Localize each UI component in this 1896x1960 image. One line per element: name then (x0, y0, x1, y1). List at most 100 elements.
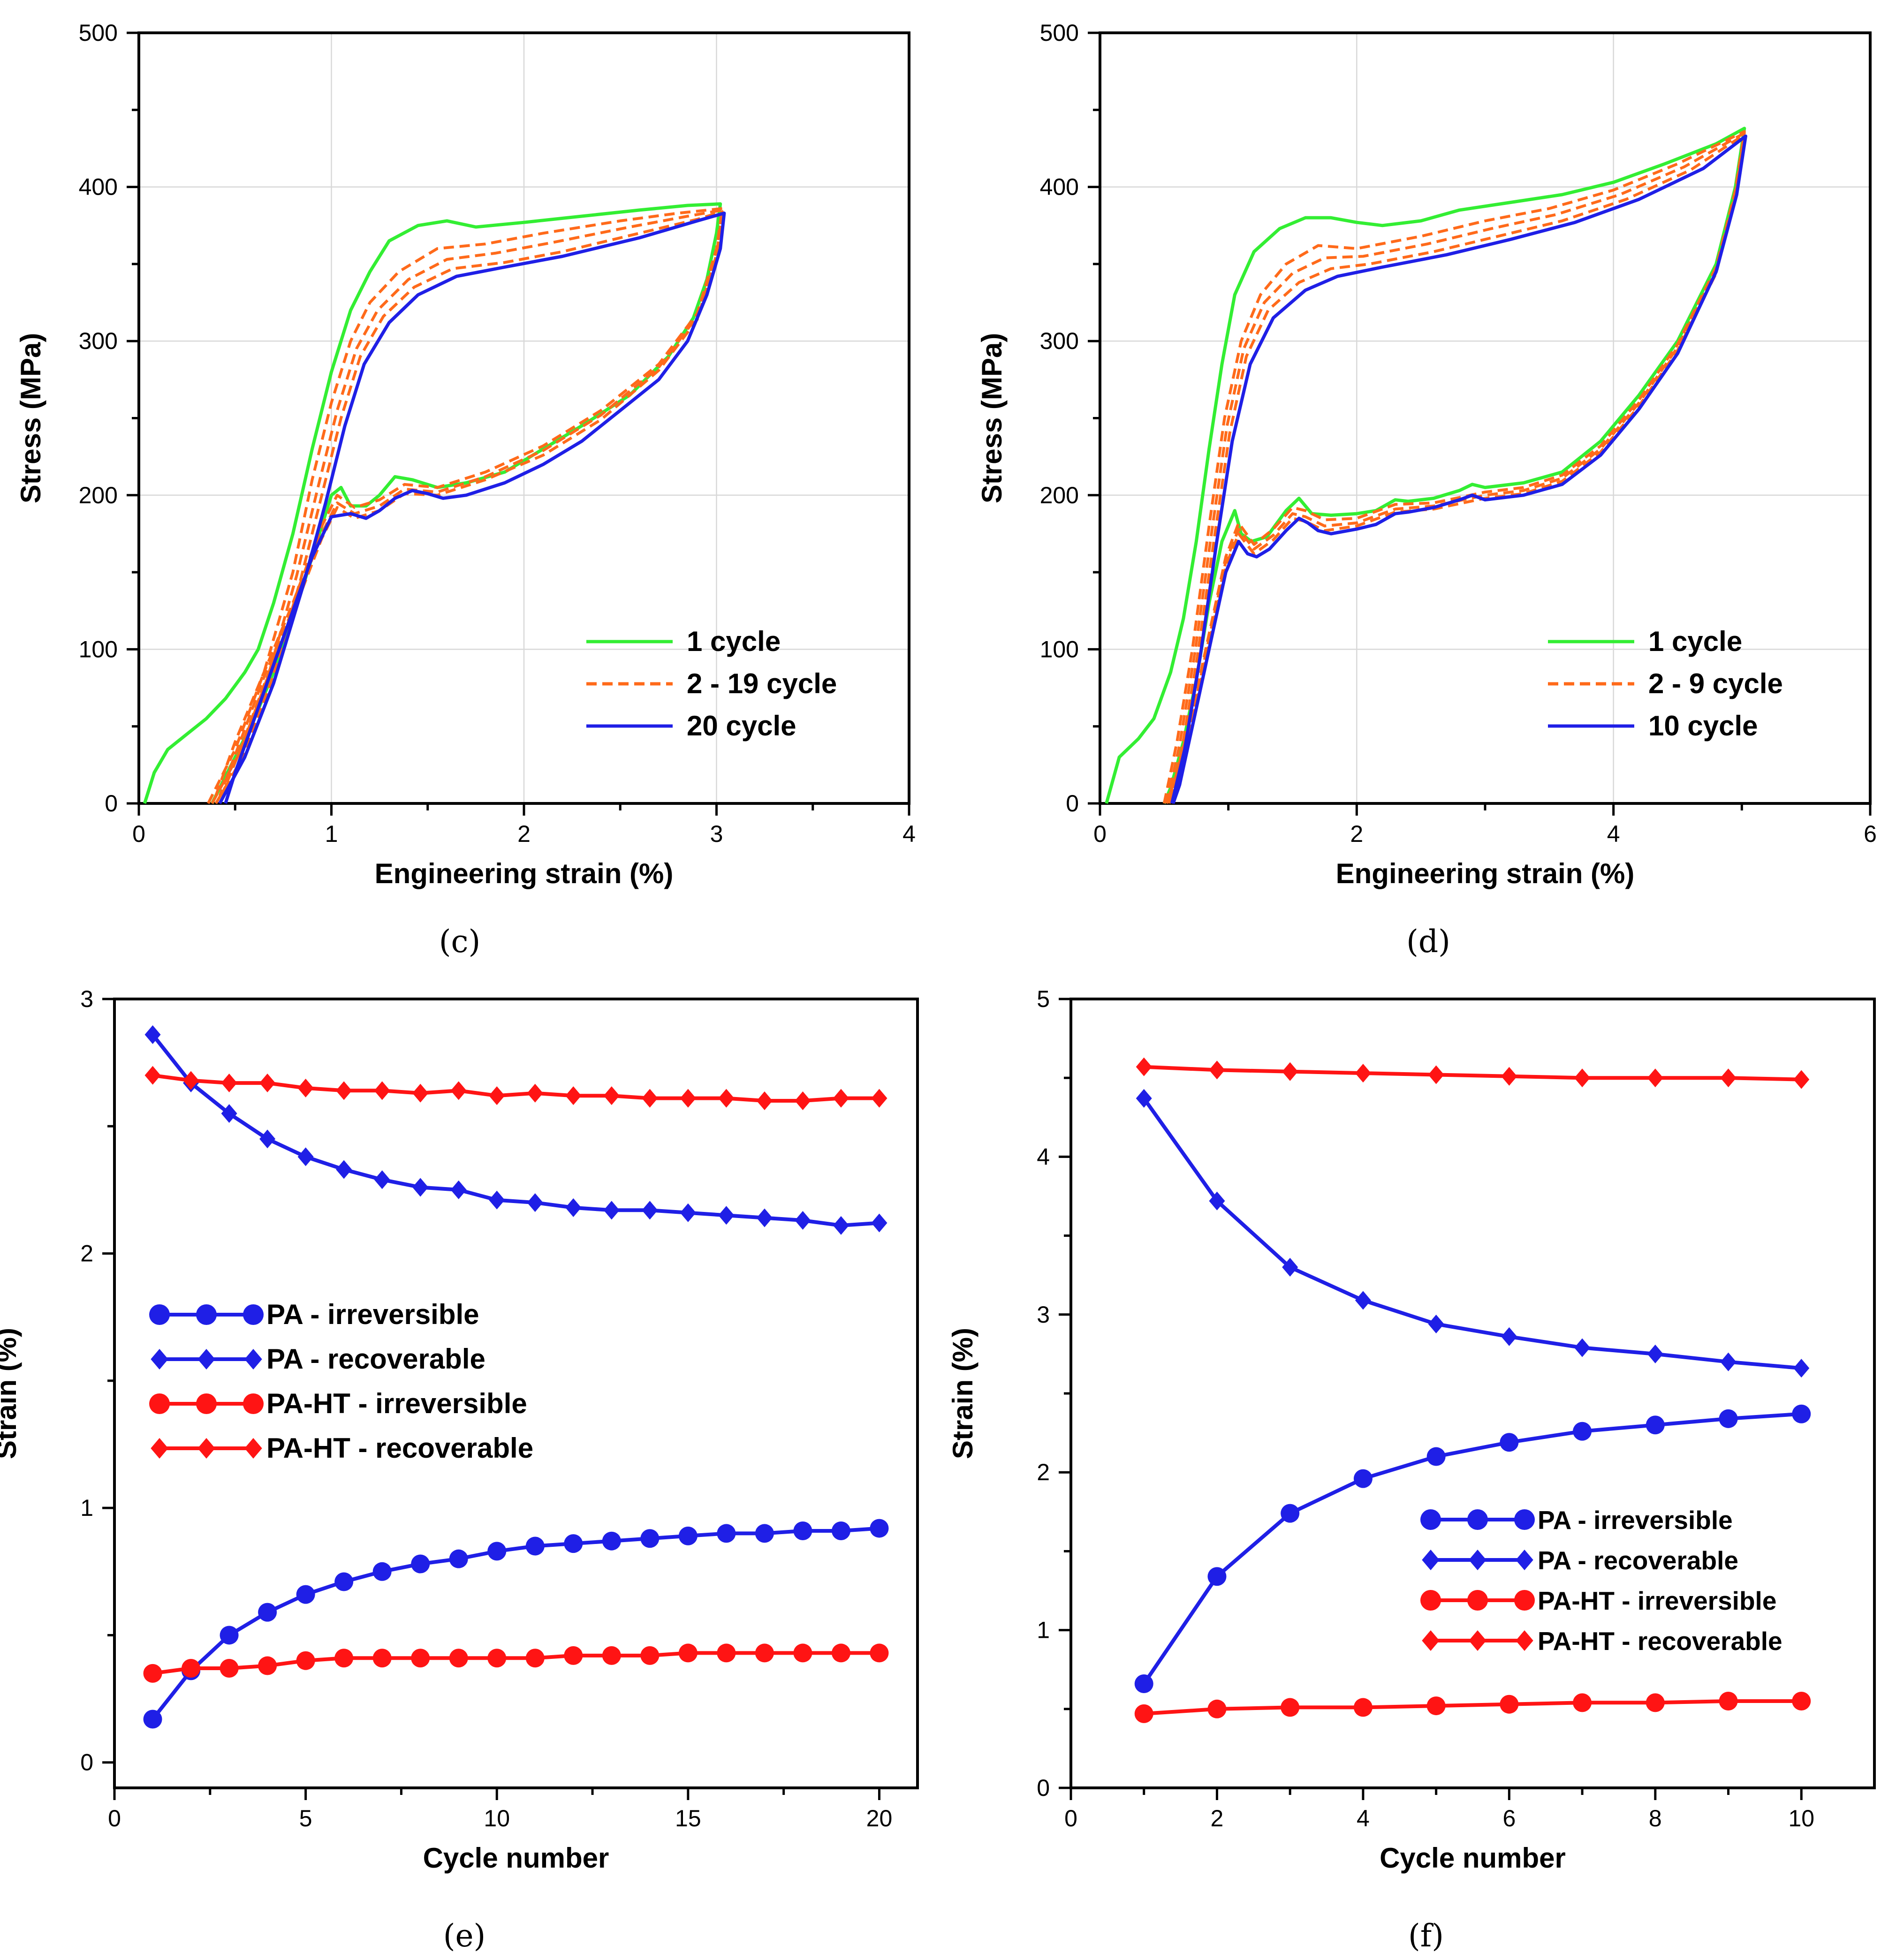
d-legend-label-1: 2 - 9 cycle (1648, 668, 1783, 699)
e-x-tick-label-1: 5 (299, 1805, 312, 1831)
e-series-0-point-16 (755, 1524, 774, 1543)
e-series-0-point-5 (334, 1572, 354, 1591)
f-legend-label-0: PA - irreversible (1538, 1506, 1733, 1535)
c-x-tick-label-0: 0 (132, 821, 145, 847)
c-x-axis-title: Engineering strain (%) (375, 858, 674, 889)
e-series-2-point-1 (182, 1658, 201, 1678)
d-series-1-cycle-1-line (1165, 131, 1746, 804)
e-x-tick-label-4: 20 (866, 1805, 893, 1831)
e-plot-frame (113, 998, 919, 1789)
e-series-2-point-2 (220, 1658, 239, 1678)
e-panel-label: (e) (443, 1918, 486, 1954)
e-series-2-point-6 (372, 1649, 392, 1668)
c-legend-label-0: 1 cycle (687, 626, 781, 657)
e-legend-swatch-marker-0-2 (243, 1304, 264, 1325)
e-y-tick-label-1: 1 (80, 1495, 93, 1521)
e-legend-swatch-marker-2-1 (196, 1393, 217, 1414)
e-series-2-point-10 (525, 1649, 545, 1668)
f-x-tick-label-0: 0 (1064, 1805, 1077, 1831)
e-series-0-point-18 (831, 1521, 850, 1540)
e-series-3-point-0 (144, 1066, 161, 1085)
c-x-tick-label-4: 4 (902, 821, 916, 847)
e-series-3-point-18 (833, 1089, 849, 1108)
e-series-3-point-9 (489, 1086, 505, 1105)
f-series-2-line (1144, 1699, 1802, 1716)
c-y-tick-label-2: 200 (79, 482, 118, 508)
f-series-0-point-5 (1500, 1433, 1519, 1452)
e-series-0-point-19 (870, 1519, 889, 1538)
e-series-3-point-15 (718, 1089, 735, 1108)
e-series-2-point-5 (334, 1649, 354, 1668)
f-series-0-line (1142, 1412, 1802, 1685)
c-y-tick-label-5: 500 (79, 20, 118, 46)
f-series-3-point-9 (1793, 1070, 1810, 1089)
e-x-axis-title: Cycle number (423, 1842, 609, 1874)
c-series-2-line (218, 212, 726, 804)
f-series-3-point-1 (1209, 1060, 1225, 1080)
e-series-0-point-2 (220, 1626, 239, 1645)
d-y-tick-label-1: 100 (1040, 636, 1079, 662)
d-x-tick-label-3: 6 (1864, 821, 1877, 847)
e-y-axis-title: Strain (%) (0, 1328, 22, 1459)
e-series-1-point-3 (259, 1129, 276, 1149)
e-series-2-point-4 (296, 1651, 315, 1670)
f-y-axis-title: Strain (%) (947, 1328, 978, 1459)
f-series-2-point-4 (1426, 1696, 1446, 1716)
c-y-axis-title: Stress (MPa) (15, 333, 46, 503)
e-series-3-point-19 (871, 1089, 887, 1108)
f-series-3-point-8 (1720, 1068, 1737, 1088)
f-legend-label-2: PA-HT - irreversible (1538, 1586, 1776, 1615)
f-series-0-point-1 (1207, 1567, 1227, 1586)
f-legend-swatch-marker-3-2 (1516, 1630, 1533, 1651)
e-series-2-point-0 (143, 1664, 162, 1683)
f-legend-swatch-marker-3-1 (1469, 1630, 1486, 1651)
c-series-0-line (143, 202, 722, 804)
e-legend-swatch-marker-1-1 (197, 1349, 215, 1370)
e-legend-swatch-marker-1-2 (244, 1349, 262, 1370)
f-y-tick-label-4: 4 (1037, 1143, 1050, 1170)
f-series-2-point-5 (1500, 1695, 1519, 1714)
e-series-3-point-17 (795, 1091, 811, 1111)
c-y-tick-label-4: 400 (79, 174, 118, 200)
e-series-3-point-2 (221, 1074, 237, 1093)
d-y-tick-label-5: 500 (1040, 20, 1079, 46)
d-legend-label-2: 10 cycle (1648, 710, 1758, 742)
e-series-1-point-15 (718, 1206, 735, 1225)
f-series-1-point-9 (1793, 1359, 1810, 1378)
f-series-0-point-9 (1792, 1404, 1811, 1423)
e-series-0-point-7 (411, 1554, 430, 1574)
e-series-3-point-11 (565, 1086, 582, 1105)
f-series-2-point-2 (1281, 1698, 1300, 1717)
e-series-3-point-16 (756, 1091, 773, 1111)
f-series-1-point-8 (1720, 1352, 1737, 1371)
e-series-2-point-3 (258, 1656, 277, 1675)
e-legend-swatch-marker-2-0 (149, 1393, 170, 1414)
f-y-tick-label-0: 0 (1037, 1775, 1050, 1801)
f-legend-swatch-marker-0-1 (1467, 1509, 1488, 1530)
e-series-2-point-14 (678, 1643, 698, 1663)
f-series-0-point-2 (1281, 1504, 1300, 1523)
e-series-1-point-7 (412, 1178, 429, 1197)
e-series-3-point-5 (336, 1081, 352, 1100)
e-series-1-point-11 (565, 1198, 582, 1217)
e-series-1-point-0 (144, 1025, 161, 1044)
f-series-1-point-1 (1209, 1191, 1225, 1211)
c-legend-label-2: 20 cycle (687, 710, 796, 742)
f-x-tick-label-3: 6 (1502, 1805, 1516, 1831)
c-legend-label-1: 2 - 19 cycle (687, 668, 837, 699)
f-series-0-point-6 (1573, 1422, 1592, 1441)
f-x-tick-label-2: 4 (1357, 1805, 1370, 1831)
e-x-tick-label-3: 15 (675, 1805, 701, 1831)
e-series-1-point-8 (450, 1180, 467, 1199)
e-series-1-point-5 (336, 1160, 352, 1179)
d-x-axis-title: Engineering strain (%) (1336, 858, 1635, 889)
e-legend-swatch-marker-3-0 (151, 1438, 168, 1459)
f-y-tick-label-5: 5 (1037, 986, 1050, 1012)
f-legend-label-3: PA-HT - recoverable (1538, 1627, 1782, 1656)
e-series-1-point-13 (642, 1201, 658, 1220)
e-series-2-point-17 (793, 1643, 812, 1663)
e-series-1-point-12 (603, 1201, 620, 1220)
e-series-3-point-3 (259, 1074, 276, 1093)
f-legend-swatch-marker-3-0 (1422, 1630, 1440, 1651)
f-legend-swatch-marker-1-1 (1469, 1550, 1486, 1570)
